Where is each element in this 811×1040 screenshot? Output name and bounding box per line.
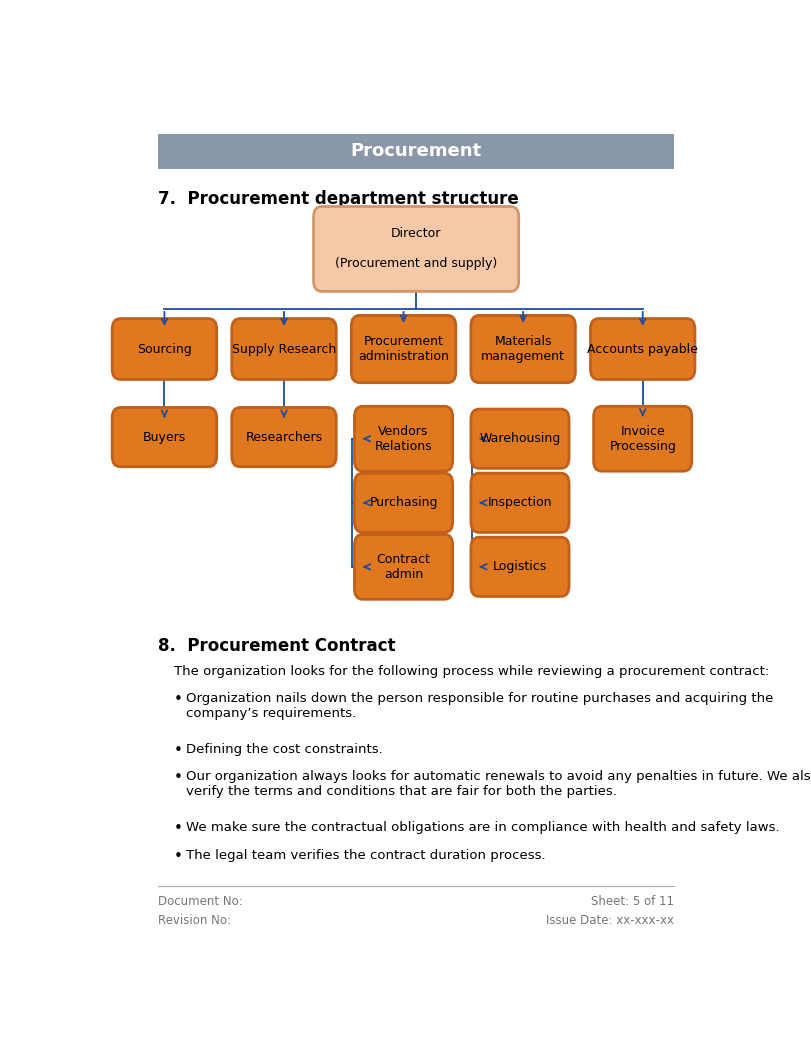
FancyBboxPatch shape: [470, 473, 569, 532]
FancyBboxPatch shape: [112, 318, 217, 380]
FancyBboxPatch shape: [470, 538, 569, 597]
FancyBboxPatch shape: [112, 408, 217, 467]
FancyBboxPatch shape: [590, 318, 694, 380]
Text: Vendors
Relations: Vendors Relations: [375, 424, 431, 452]
FancyBboxPatch shape: [158, 133, 673, 168]
Text: Buyers: Buyers: [143, 431, 186, 444]
Text: Issue Date: xx-xxx-xx: Issue Date: xx-xxx-xx: [546, 913, 673, 927]
Text: Our organization always looks for automatic renewals to avoid any penalties in f: Our organization always looks for automa…: [187, 771, 811, 799]
Text: Inspection: Inspection: [487, 496, 551, 510]
Text: The organization looks for the following process while reviewing a procurement c: The organization looks for the following…: [174, 665, 768, 677]
Text: Document No:: Document No:: [158, 895, 242, 908]
FancyBboxPatch shape: [354, 535, 452, 599]
Text: Director

(Procurement and supply): Director (Procurement and supply): [335, 228, 496, 270]
Text: Invoice
Processing: Invoice Processing: [608, 424, 676, 452]
FancyBboxPatch shape: [313, 207, 518, 291]
Text: •: •: [174, 771, 182, 785]
Text: Logistics: Logistics: [492, 561, 547, 573]
FancyBboxPatch shape: [470, 409, 569, 468]
Text: Defining the cost constraints.: Defining the cost constraints.: [187, 743, 383, 756]
Text: Accounts payable: Accounts payable: [586, 342, 697, 356]
Text: Sheet: 5 of 11: Sheet: 5 of 11: [590, 895, 673, 908]
Text: Revision No:: Revision No:: [158, 913, 231, 927]
FancyBboxPatch shape: [470, 315, 575, 383]
Text: •: •: [174, 692, 182, 707]
Text: •: •: [174, 849, 182, 864]
Text: We make sure the contractual obligations are in compliance with health and safet: We make sure the contractual obligations…: [187, 822, 779, 834]
FancyBboxPatch shape: [231, 318, 336, 380]
Text: •: •: [174, 822, 182, 836]
Text: Supply Research: Supply Research: [232, 342, 336, 356]
Text: Warehousing: Warehousing: [478, 433, 560, 445]
Text: Materials
management: Materials management: [481, 335, 564, 363]
FancyBboxPatch shape: [351, 315, 455, 383]
Text: Organization nails down the person responsible for routine purchases and acquiri: Organization nails down the person respo…: [187, 692, 773, 720]
Text: 7.  Procurement department structure: 7. Procurement department structure: [158, 190, 518, 208]
Text: Procurement
administration: Procurement administration: [358, 335, 448, 363]
FancyBboxPatch shape: [354, 407, 452, 471]
Text: •: •: [174, 743, 182, 758]
Text: Contract
admin: Contract admin: [376, 553, 430, 581]
Text: Procurement: Procurement: [350, 142, 481, 160]
Text: Purchasing: Purchasing: [369, 496, 437, 510]
FancyBboxPatch shape: [593, 407, 691, 471]
Text: The legal team verifies the contract duration process.: The legal team verifies the contract dur…: [187, 849, 546, 862]
Text: Sourcing: Sourcing: [137, 342, 191, 356]
FancyBboxPatch shape: [231, 408, 336, 467]
Text: Researchers: Researchers: [245, 431, 322, 444]
FancyBboxPatch shape: [354, 473, 452, 532]
Text: 8.  Procurement Contract: 8. Procurement Contract: [158, 638, 395, 655]
